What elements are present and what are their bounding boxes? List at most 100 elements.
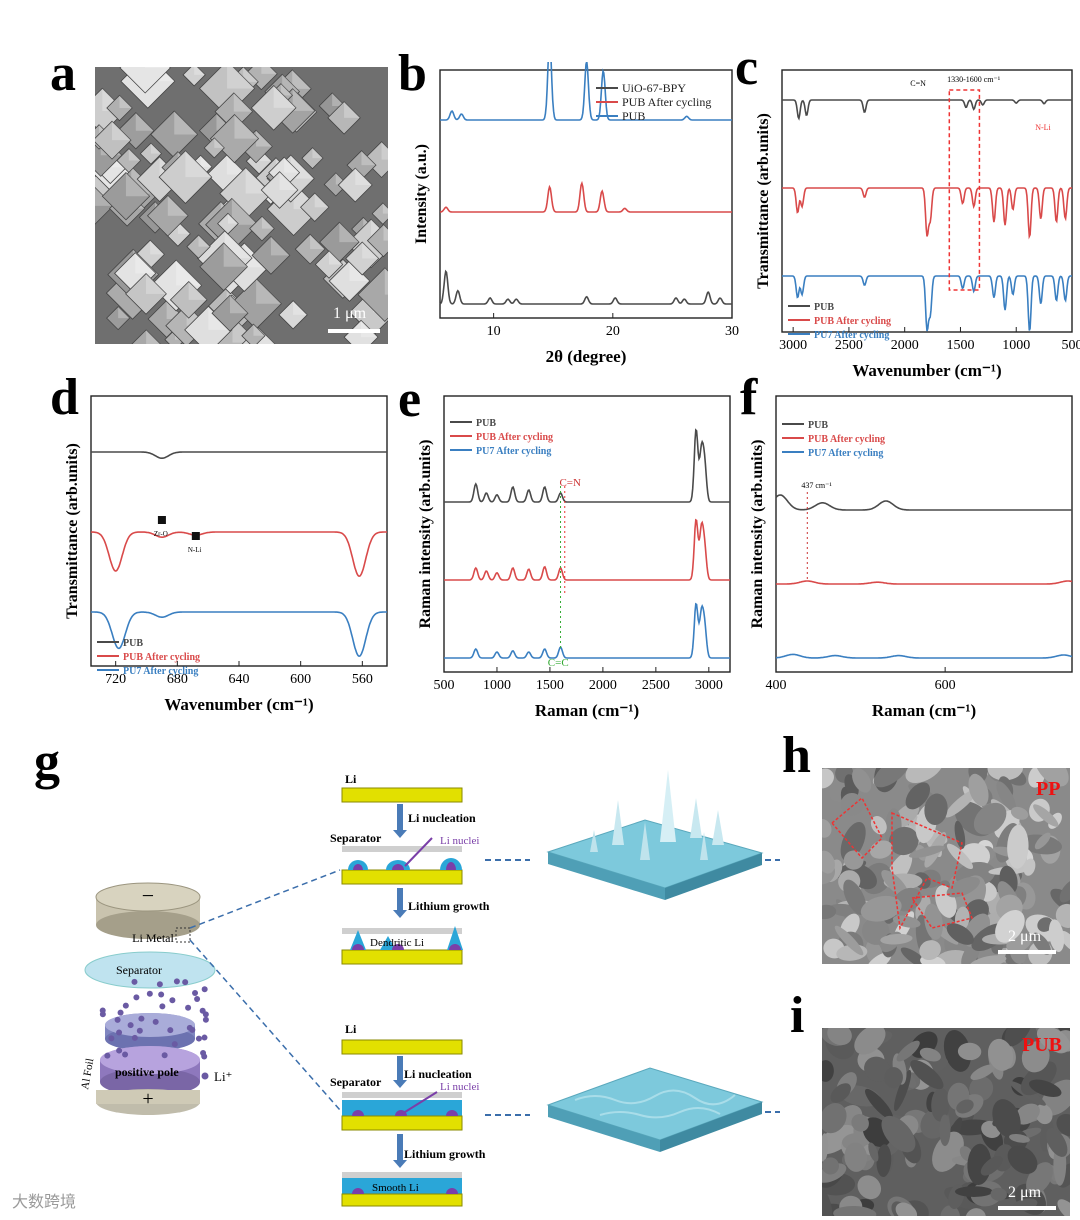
scale-bar-h: [998, 950, 1056, 954]
y-axis-label: Raman intensity (arb.units): [417, 440, 434, 629]
crystal: [95, 120, 132, 160]
al-foil-label: Al Foil: [79, 1057, 96, 1090]
texture-blob: [905, 782, 931, 810]
texture-blob: [854, 1028, 886, 1055]
crystal-facet: [361, 150, 376, 166]
li-ion-dot: [108, 1035, 115, 1042]
panel-letter-g: g: [34, 733, 60, 790]
texture-blob: [954, 906, 970, 931]
texture-blob: [843, 850, 864, 870]
li-ion-dot: [201, 1053, 208, 1060]
crystal: [182, 67, 206, 87]
texture-blob: [822, 1188, 833, 1216]
li-ion-dot: [146, 990, 153, 997]
panel-letter-b: b: [398, 45, 427, 102]
crystal-facet: [280, 83, 293, 96]
texture-blob: [884, 1067, 903, 1089]
crystal: [357, 267, 388, 322]
legend-label: PUB: [808, 420, 828, 431]
crystal: [250, 85, 297, 131]
texture-blob: [997, 1214, 1030, 1216]
texture-blob: [1009, 1133, 1030, 1143]
texture-blob: [822, 819, 832, 838]
crystal-facet: [145, 67, 171, 68]
li-ion-dot: [195, 1035, 202, 1042]
crystal-facet: [332, 92, 346, 106]
legend-label: PU7 After cycling: [123, 666, 198, 677]
crystal: [211, 294, 249, 332]
crystal-facet: [381, 141, 388, 160]
x-tick-label: 2000: [891, 338, 919, 353]
crystal: [146, 194, 189, 237]
series-line: [444, 518, 730, 581]
crystal-facet: [216, 113, 234, 131]
li-ion-dot: [136, 1027, 143, 1034]
crystal: [278, 300, 308, 330]
texture-blob: [843, 879, 867, 915]
li-ion-dot: [186, 1024, 193, 1031]
li-ion-dot: [161, 1052, 168, 1059]
sem-tag-h: PP: [1036, 778, 1061, 800]
texture-blob: [868, 1142, 879, 1162]
li-ion-dot: [138, 1015, 145, 1022]
panel-letter-i: i: [790, 987, 805, 1044]
texture-blob: [992, 1099, 1021, 1138]
annotation: C=C: [548, 657, 569, 669]
texture-blob: [1046, 1127, 1068, 1157]
x-tick-label: 20: [606, 324, 620, 339]
crystal-facet: [188, 281, 208, 300]
li-ion-dot: [159, 1003, 166, 1010]
marker-zr-o: [157, 516, 166, 524]
crystal-facet: [383, 224, 388, 241]
texture-blob: [995, 909, 1025, 943]
crystal: [106, 94, 133, 122]
crystal-facet: [243, 67, 259, 82]
texture-blob: [910, 1060, 944, 1090]
legend-label: PUB: [476, 418, 496, 429]
crystal-facet: [256, 130, 273, 147]
texture-blob: [876, 1144, 892, 1178]
texture-blob: [969, 955, 1007, 964]
smooth-label: Smooth Li: [372, 1182, 419, 1194]
sem-image-h: PP 2 μm: [822, 768, 1070, 964]
texture-blob: [1059, 879, 1070, 903]
li-ion-dot: [182, 979, 189, 986]
crystal-facet: [174, 111, 198, 135]
crystal-facet: [344, 101, 361, 118]
texture-blob: [956, 1099, 974, 1114]
crystal: [169, 280, 208, 319]
chart-f: 400 600 Raman (cm⁻¹) Raman intensity (arb.u…: [749, 395, 1073, 720]
y-axis-label: Raman intensity (arb.units): [749, 440, 766, 629]
texture-blob: [1029, 1079, 1062, 1097]
x-tick-label: 640: [229, 672, 250, 687]
separator-label: Separator: [116, 963, 162, 977]
texture-blob: [1048, 919, 1065, 953]
coin-cell: − Li Metal Separator positive pole + Al …: [79, 882, 232, 1115]
li-ion-dot: [192, 989, 199, 996]
texture-blob: [905, 768, 944, 783]
li-ion-dot: [171, 1041, 178, 1048]
crystal-facet: [227, 213, 239, 224]
crystal: [300, 192, 330, 222]
li-label-bottom: Li: [345, 1022, 357, 1036]
crystal-facet: [329, 250, 343, 265]
texture-blob: [822, 1157, 840, 1175]
series-line: [775, 653, 1073, 659]
texture-blob: [822, 850, 835, 874]
x-tick-label: 10: [487, 324, 501, 339]
legend-label: PUB After cycling: [808, 434, 885, 445]
texture-blob: [946, 923, 974, 945]
texture-blob: [1057, 1199, 1070, 1216]
x-tick-label: 2000: [589, 678, 617, 693]
panel-letter-f: f: [740, 369, 758, 426]
legend-label: UiO-67-BPY: [622, 81, 686, 95]
crystal-facet: [253, 324, 266, 336]
crystal-facet: [118, 306, 130, 319]
panel-letter-c: c: [735, 39, 759, 96]
legend-label: PU7 After cycling: [808, 448, 883, 459]
texture-blob: [1007, 1145, 1038, 1174]
crystal-facet: [384, 267, 388, 295]
crystal-facet: [112, 121, 131, 141]
crystal-facet: [198, 235, 211, 247]
x-axis-label: Raman (cm⁻¹): [872, 701, 976, 720]
